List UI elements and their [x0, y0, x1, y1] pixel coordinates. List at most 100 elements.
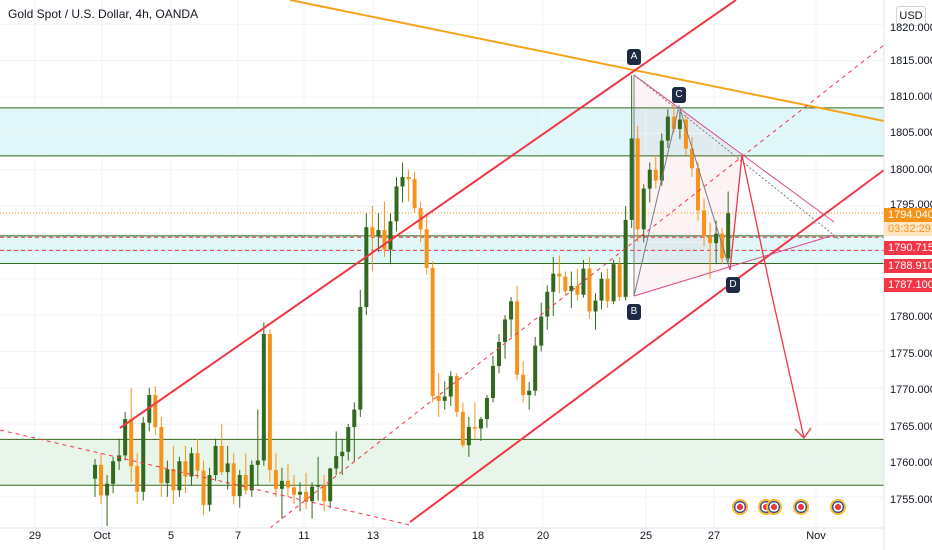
time-tick: 20 — [536, 530, 550, 542]
candle-body — [653, 169, 658, 181]
descending-trendline — [289, 0, 885, 122]
candle-body — [147, 395, 152, 423]
us-flag-event-icon[interactable] — [830, 499, 846, 515]
candle-body — [310, 486, 315, 502]
candle-body — [448, 376, 453, 397]
candle-body — [629, 138, 634, 220]
candle-body — [665, 116, 670, 141]
candle-body — [316, 485, 321, 487]
time-tick: 7 — [234, 530, 242, 542]
level-price-label: 1790.715 — [884, 241, 932, 255]
forecast-path — [729, 154, 805, 439]
symbol-title[interactable]: Gold Spot / U.S. Dollar, 4h, OANDA — [8, 7, 199, 21]
candle-body — [527, 390, 532, 396]
channel-mid-line — [269, 44, 885, 529]
candle-body — [460, 411, 465, 446]
candle-body — [279, 480, 284, 489]
candle-body — [322, 485, 327, 502]
candle-body — [358, 307, 363, 410]
candle-body — [605, 278, 610, 302]
candle-body — [569, 286, 574, 292]
currency-button[interactable]: USD — [896, 6, 926, 26]
candle-body — [671, 116, 676, 129]
candle-body — [635, 138, 640, 230]
candle-body — [497, 341, 502, 366]
candle-body — [714, 233, 719, 244]
candle-body — [117, 455, 122, 462]
time-tick: 11 — [298, 530, 310, 542]
price-tick: 1755.000 — [890, 494, 932, 506]
candle-body — [472, 427, 477, 429]
candle-body — [352, 409, 357, 428]
price-tick: 1810.000 — [890, 91, 932, 103]
level-price-label: 1787.100 — [884, 278, 932, 292]
triangle-upper-line — [633, 74, 835, 223]
price-tick: 1800.000 — [890, 164, 932, 176]
candle-body — [141, 422, 146, 492]
candle-body — [442, 396, 447, 401]
pattern-point-a[interactable]: A — [627, 49, 641, 65]
candle-body — [346, 427, 351, 452]
candle-body — [641, 188, 646, 230]
candle-body — [370, 227, 375, 237]
horizontal-levels — [0, 107, 884, 486]
candle-body — [382, 230, 387, 250]
level-price-label: 1788.910 — [884, 259, 932, 273]
candle-body — [509, 301, 514, 320]
candle-body — [171, 469, 176, 491]
candle-body — [165, 469, 170, 484]
time-tick: 27 — [707, 530, 721, 542]
candle-body — [647, 169, 652, 189]
channel-lower-line — [409, 169, 885, 523]
candle-body — [689, 148, 694, 169]
us-flag-event-icon[interactable] — [766, 499, 782, 515]
candle-body — [376, 230, 381, 237]
candle-body — [708, 236, 713, 244]
price-tick: 1780.000 — [890, 311, 932, 323]
last-price-label: 1794.040 — [884, 208, 932, 222]
candle-body — [291, 487, 296, 495]
candle-body — [581, 268, 586, 295]
support-zone — [0, 439, 884, 486]
candle-body — [93, 464, 97, 479]
time-tick: 29 — [28, 530, 42, 542]
time-tick: 25 — [639, 530, 653, 542]
price-tick: 1765.000 — [890, 421, 932, 433]
candle-body — [430, 267, 435, 396]
mid-zone — [0, 235, 884, 264]
candle-body — [177, 461, 182, 491]
lower-dashed-line — [0, 429, 411, 526]
candle-body — [454, 376, 459, 412]
candle-body — [412, 179, 417, 209]
candle-body — [105, 483, 110, 496]
us-flag-event-icon[interactable] — [732, 499, 748, 515]
candle-body — [328, 468, 333, 502]
candle-body — [213, 445, 218, 476]
candle-body — [557, 273, 562, 277]
candle-body — [575, 286, 580, 295]
candle-body — [189, 453, 194, 477]
candle-body — [484, 397, 489, 420]
pattern-point-b[interactable]: B — [627, 304, 641, 320]
candle-body — [249, 464, 254, 491]
pattern-point-c[interactable]: C — [672, 87, 686, 103]
candle-body — [545, 291, 550, 317]
time-tick: 18 — [471, 530, 485, 542]
candle-body — [135, 466, 140, 492]
candle-body — [364, 227, 369, 308]
candle-body — [617, 264, 622, 297]
price-tick: 1820.000 — [890, 22, 932, 34]
price-axis[interactable]: 1820.000 1815.000 1810.000 1805.000 1800… — [884, 0, 932, 530]
pattern-point-d[interactable]: D — [726, 277, 740, 293]
candle-body — [400, 176, 405, 187]
time-tick: 13 — [366, 530, 380, 542]
candle-body — [677, 119, 682, 129]
candle-body — [394, 186, 399, 222]
candle-body — [195, 453, 200, 471]
candle-body — [563, 276, 568, 292]
candle-body — [726, 213, 731, 259]
us-flag-event-icon[interactable] — [793, 499, 809, 515]
candle-body — [285, 480, 290, 488]
candle-body — [225, 463, 230, 473]
